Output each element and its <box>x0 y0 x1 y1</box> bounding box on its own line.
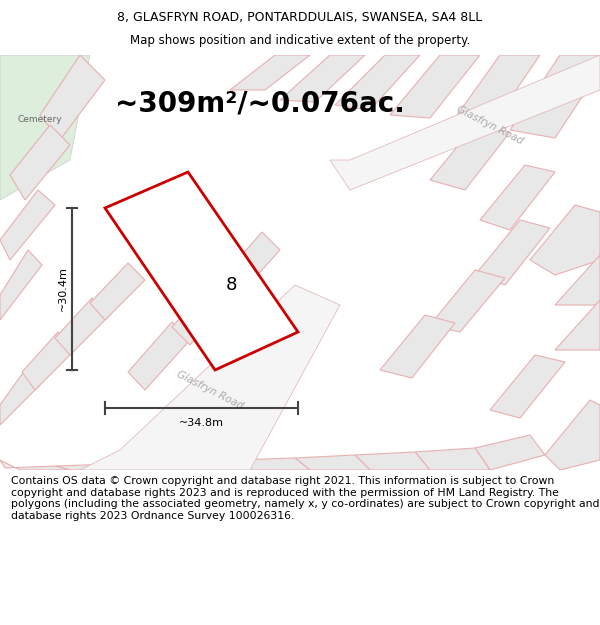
Text: ~30.4m: ~30.4m <box>58 266 68 311</box>
Polygon shape <box>10 125 70 200</box>
Polygon shape <box>0 55 90 200</box>
Polygon shape <box>175 460 250 470</box>
Polygon shape <box>235 458 310 470</box>
Polygon shape <box>128 322 190 390</box>
Polygon shape <box>22 332 75 390</box>
Polygon shape <box>380 315 455 378</box>
Text: ~34.8m: ~34.8m <box>179 418 224 428</box>
Polygon shape <box>280 55 365 102</box>
Polygon shape <box>450 55 540 128</box>
Text: Contains OS data © Crown copyright and database right 2021. This information is : Contains OS data © Crown copyright and d… <box>11 476 599 521</box>
Polygon shape <box>230 55 310 90</box>
Text: Glasfryn Road: Glasfryn Road <box>175 369 245 411</box>
Polygon shape <box>172 277 235 345</box>
Polygon shape <box>555 300 600 350</box>
Polygon shape <box>415 448 490 470</box>
Polygon shape <box>475 435 545 470</box>
Text: Cemetery: Cemetery <box>18 116 62 124</box>
Polygon shape <box>105 172 298 370</box>
Polygon shape <box>430 270 505 332</box>
Polygon shape <box>510 55 600 138</box>
Text: 8, GLASFRYN ROAD, PONTARDDULAIS, SWANSEA, SA4 8LL: 8, GLASFRYN ROAD, PONTARDDULAIS, SWANSEA… <box>118 11 482 24</box>
Polygon shape <box>90 263 145 320</box>
Polygon shape <box>0 250 42 320</box>
Polygon shape <box>530 205 600 275</box>
Polygon shape <box>430 125 510 190</box>
Polygon shape <box>335 55 420 110</box>
Text: 8: 8 <box>226 276 237 294</box>
Polygon shape <box>55 464 130 470</box>
Polygon shape <box>555 255 600 305</box>
Text: ~309m²/~0.076ac.: ~309m²/~0.076ac. <box>115 90 405 118</box>
Polygon shape <box>0 190 55 260</box>
Polygon shape <box>115 462 190 470</box>
Polygon shape <box>0 460 70 470</box>
Polygon shape <box>0 370 40 425</box>
Text: Map shows position and indicative extent of the property.: Map shows position and indicative extent… <box>130 34 470 47</box>
Polygon shape <box>80 285 340 470</box>
Polygon shape <box>40 55 105 140</box>
Text: Glasfryn Road: Glasfryn Road <box>455 104 525 146</box>
Polygon shape <box>475 220 550 285</box>
Polygon shape <box>355 452 430 470</box>
Polygon shape <box>218 232 280 300</box>
Polygon shape <box>55 298 110 355</box>
Polygon shape <box>545 400 600 470</box>
Polygon shape <box>330 55 600 190</box>
Polygon shape <box>480 165 555 230</box>
Polygon shape <box>490 355 565 418</box>
Polygon shape <box>295 455 370 470</box>
Polygon shape <box>390 55 480 118</box>
